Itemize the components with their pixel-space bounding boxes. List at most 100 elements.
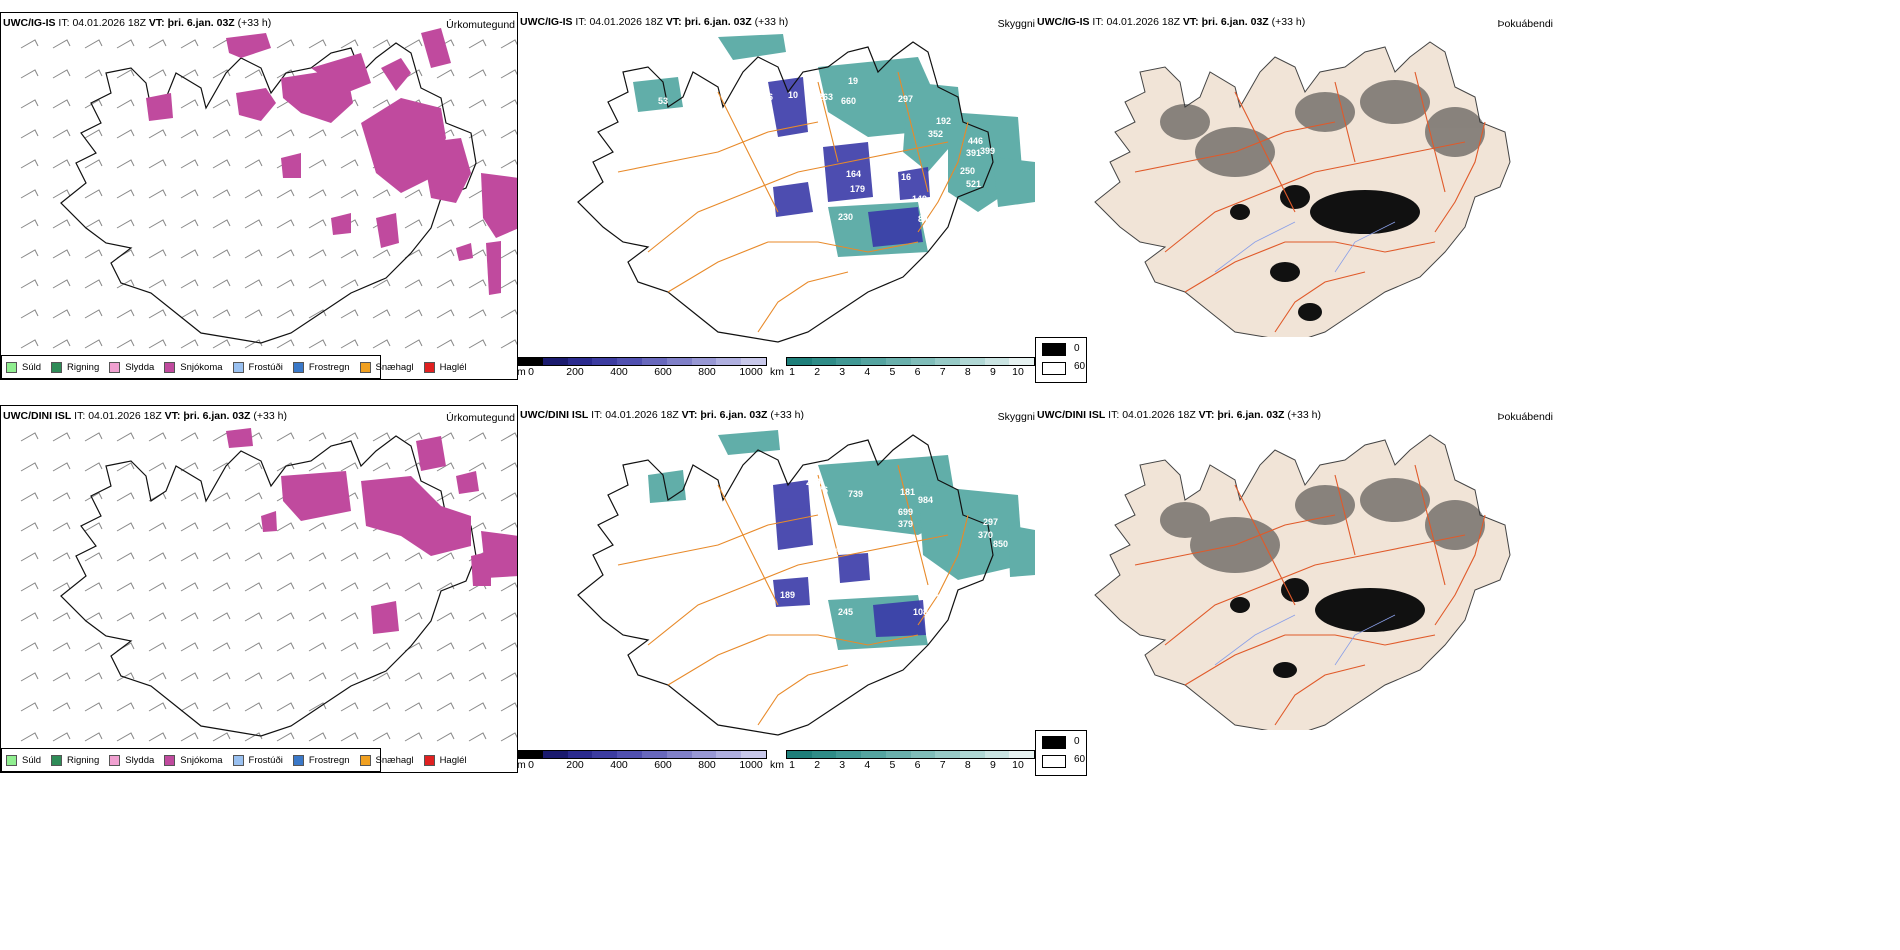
colorbar-segment [592, 358, 618, 365]
wind-barb [84, 39, 103, 49]
road [1184, 241, 1436, 293]
precip-legend-item: Súld [6, 361, 41, 373]
wind-barb [500, 582, 517, 592]
legend-label: Frostúði [248, 754, 283, 766]
wind-barb [116, 339, 135, 349]
wind-barb [372, 39, 391, 49]
wind-barb [84, 159, 103, 169]
wind-barb [276, 309, 295, 319]
wind-barb [148, 702, 167, 712]
cloud-base-label: 16 [901, 172, 911, 182]
wind-barb [148, 552, 167, 562]
precip-legend-item: Snæhagl [359, 754, 414, 766]
wind-barb [340, 672, 359, 682]
colorbar-segment [959, 751, 985, 758]
colorbar-tick-label: 4 [864, 759, 871, 771]
cloud-base-label: 245 [838, 607, 853, 617]
colorbar-tick-label: 400 [610, 759, 628, 771]
legend-swatch [51, 361, 63, 373]
wind-barb [20, 492, 39, 502]
wind-barb [20, 69, 39, 79]
colorbar-segment [836, 751, 862, 758]
wind-barb [500, 492, 517, 502]
wind-barb [308, 249, 327, 259]
precip-legend-item: Snæhagl [359, 361, 414, 373]
wind-barb [180, 462, 199, 472]
colorbar-segment [885, 358, 911, 365]
wind-barb [84, 642, 103, 652]
colorbar-tick-label: 7 [939, 759, 946, 771]
wind-barb [148, 642, 167, 652]
colorbar-tick-label: 10 [1012, 759, 1024, 771]
fog-high-swatch [1042, 736, 1066, 749]
cloud-base-label: 294 [806, 477, 821, 487]
road [1274, 271, 1366, 333]
wind-barb [212, 309, 231, 319]
colorbar-segment [617, 751, 642, 758]
wind-barb [436, 492, 455, 502]
wind-barb [308, 129, 327, 139]
legend-swatch [164, 754, 176, 766]
wind-barb [308, 552, 327, 562]
wind-barb [212, 279, 231, 289]
wind-barb [340, 642, 359, 652]
wind-barb [276, 279, 295, 289]
wind-barb [84, 279, 103, 289]
cloud-base-label: 84 [918, 214, 928, 224]
precip-legend-item: Frostúði [232, 361, 283, 373]
colorbar-segment [959, 358, 985, 365]
wind-barb [372, 672, 391, 682]
legend-swatch [232, 361, 244, 373]
wind-barb [340, 159, 359, 169]
wind-barb [148, 69, 167, 79]
wind-barb [276, 339, 295, 349]
wind-barb [276, 552, 295, 562]
wind-barb [52, 249, 71, 259]
wind-barb [308, 522, 327, 532]
colorbar-segment [935, 358, 960, 365]
wind-barb [308, 462, 327, 472]
colorbar-segment [787, 751, 812, 758]
cloud-base-label: 352 [928, 129, 943, 139]
road [617, 121, 819, 173]
wind-barb [180, 582, 199, 592]
wind-barb [180, 99, 199, 109]
cloud-base-label: 76 [818, 485, 828, 495]
wind-barb [404, 279, 423, 289]
wind-barb [308, 309, 327, 319]
colorbar-tick-label: 3 [839, 366, 846, 378]
wind-barb [308, 159, 327, 169]
wind-barb [180, 39, 199, 49]
wind-barb [148, 522, 167, 532]
wind-barb [500, 309, 517, 319]
road [1134, 514, 1336, 566]
wind-barb [404, 219, 423, 229]
precip-legend: Súld Rigning Slydda Snjókoma Frostúði Frostre… [1, 355, 467, 379]
wind-barb [308, 339, 327, 349]
wind-barb [148, 129, 167, 139]
legend-swatch [51, 754, 63, 766]
cloud-base-label: 699 [898, 507, 913, 517]
wind-barb [20, 339, 39, 349]
cloud-base-label: 739 [848, 489, 863, 499]
road [717, 484, 779, 606]
colorbar-tick-label: 10 [1012, 366, 1024, 378]
wind-barb [340, 189, 359, 199]
precip-legend-item: Haglél [423, 754, 467, 766]
wind-barb [52, 582, 71, 592]
wind-barb [436, 642, 455, 652]
wind-barb [116, 462, 135, 472]
fog-low-swatch [1042, 362, 1066, 375]
wind-barb [212, 462, 231, 472]
wind-barb [500, 129, 517, 139]
wind-barb [244, 339, 263, 349]
wind-barb [436, 552, 455, 562]
wind-barb [180, 642, 199, 652]
wind-barb [180, 732, 199, 742]
wind-barb [404, 642, 423, 652]
road [1434, 514, 1486, 626]
precip-legend-item: Rigning [51, 754, 99, 766]
visibility-colorbar-bottom: km 1 2 3 4 5 6 7 8 9 10 [770, 750, 1035, 772]
colorbar-tick-label: 5 [889, 759, 896, 771]
wind-barb [308, 732, 327, 742]
